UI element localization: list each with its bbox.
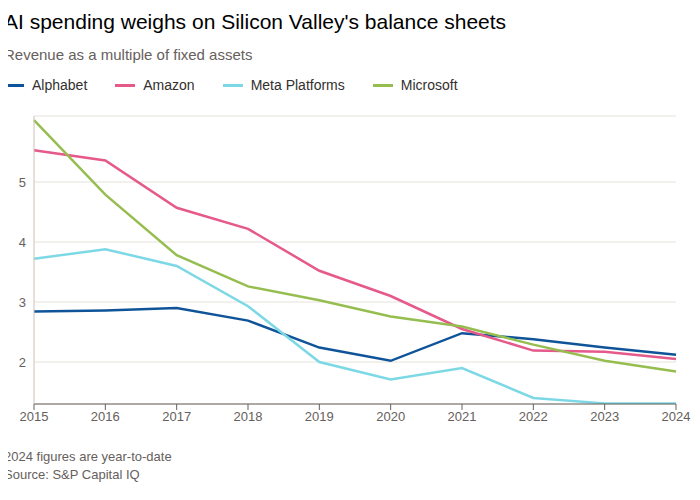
- html-text:2024 figures are year-to-date: 2024 figures are year-to-date: [4, 449, 172, 464]
- html-text:Meta Platforms: Meta Platforms: [250, 77, 345, 93]
- svg-text:2019: 2019: [305, 409, 334, 424]
- html-text:Alphabet: Alphabet: [32, 77, 88, 93]
- svg-text:2021: 2021: [448, 409, 477, 424]
- svg-text:2020: 2020: [376, 409, 405, 424]
- svg-text:2017: 2017: [162, 409, 191, 424]
- svg-text:2: 2: [19, 355, 26, 370]
- svg-text:2015: 2015: [20, 409, 49, 424]
- svg-text:2016: 2016: [91, 409, 120, 424]
- html-text:Microsoft: Microsoft: [400, 77, 458, 93]
- svg-text:4: 4: [19, 235, 26, 250]
- svg-text:2018: 2018: [234, 409, 263, 424]
- html-text:Amazon: Amazon: [143, 77, 195, 93]
- html-text:Source: S&P Capital IQ: Source: S&P Capital IQ: [4, 467, 140, 482]
- svg-text:2022: 2022: [519, 409, 548, 424]
- svg-text:2023: 2023: [590, 409, 619, 424]
- html-text:Revenue as a multiple of fixed: Revenue as a multiple of fixed assets: [4, 46, 253, 63]
- svg-text:3: 3: [19, 295, 26, 310]
- svg-text:2024: 2024: [662, 409, 691, 424]
- html-text:AI spending weighs on Silicon: AI spending weighs on Silicon Valley's b…: [4, 10, 507, 33]
- svg-text:5: 5: [19, 175, 26, 190]
